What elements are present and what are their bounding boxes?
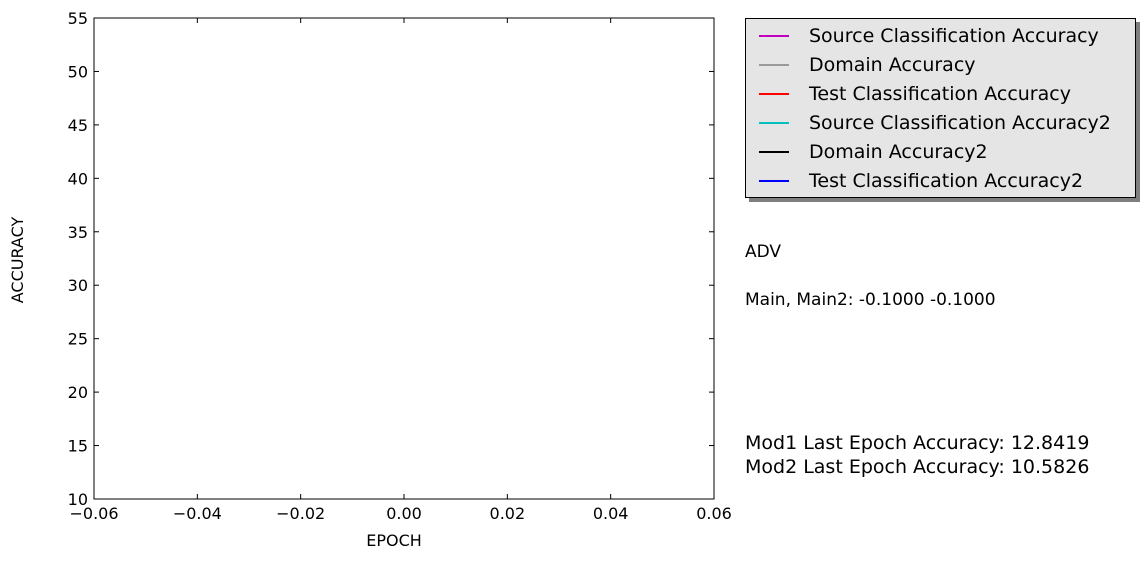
y-tick-label: 50	[68, 62, 88, 81]
legend-label: Domain Accuracy	[809, 54, 976, 76]
y-tick-label: 15	[68, 437, 88, 456]
y-tick-label: 20	[68, 383, 88, 402]
y-tick-label: 35	[68, 223, 88, 242]
legend-label: Test Classification Accuracy	[809, 83, 1071, 105]
legend-entry: Domain Accuracy	[746, 53, 1135, 77]
method-label: ADV	[745, 242, 782, 262]
legend-entry: Test Classification Accuracy	[746, 82, 1135, 106]
y-tick-label: 40	[68, 169, 88, 188]
legend-entry: Domain Accuracy2	[746, 140, 1135, 164]
y-tick-label: 55	[68, 9, 88, 28]
legend-swatch	[759, 180, 789, 182]
plot-area	[93, 17, 715, 500]
legend-swatch	[759, 151, 789, 153]
legend-swatch	[759, 64, 789, 66]
legend-entry: Test Classification Accuracy2	[746, 169, 1135, 193]
legend-label: Domain Accuracy2	[809, 141, 988, 163]
mod2-accuracy-label: Mod2 Last Epoch Accuracy: 10.5826	[745, 456, 1090, 478]
legend-entry: Source Classification Accuracy2	[746, 111, 1135, 135]
legend-swatch	[759, 122, 789, 124]
y-tick-label: 45	[68, 116, 88, 135]
legend-label: Test Classification Accuracy2	[809, 170, 1084, 192]
x-tick-label: 0.04	[593, 504, 629, 523]
x-axis-title: EPOCH	[366, 531, 422, 550]
legend-swatch	[759, 93, 789, 95]
x-tick-label: −0.06	[69, 504, 118, 523]
y-axis: 10 15 20 25 30 35 40 45 50 55	[68, 9, 714, 509]
x-tick-label: −0.04	[173, 504, 222, 523]
legend-label: Source Classification Accuracy	[809, 25, 1099, 47]
mod1-accuracy-label: Mod1 Last Epoch Accuracy: 12.8419	[745, 432, 1090, 454]
params-label: Main, Main2: -0.1000 -0.1000	[745, 290, 996, 310]
legend-swatch	[759, 35, 789, 37]
y-tick-label: 30	[68, 276, 88, 295]
legend-entry: Source Classification Accuracy	[746, 24, 1135, 48]
legend-label: Source Classification Accuracy2	[809, 112, 1111, 134]
x-tick-label: 0.00	[386, 504, 422, 523]
y-axis-title: ACCURACY	[8, 217, 27, 304]
x-tick-label: 0.06	[696, 504, 732, 523]
y-tick-label: 25	[68, 330, 88, 349]
y-tick-label: 10	[68, 490, 88, 509]
legend: Source Classification Accuracy Domain Acc…	[745, 18, 1136, 198]
x-axis: −0.06 −0.04 −0.02 0.00 0.02 0.04 0.06	[69, 18, 732, 523]
x-tick-label: −0.02	[276, 504, 325, 523]
x-tick-label: 0.02	[490, 504, 526, 523]
